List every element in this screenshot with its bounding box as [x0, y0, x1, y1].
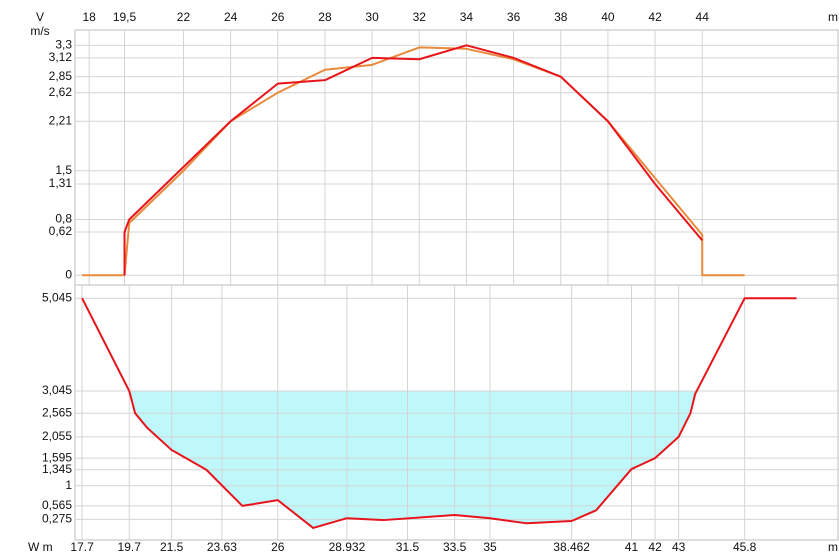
x-tick-label: 43 — [672, 540, 686, 554]
y-tick-label: 5,045 — [42, 290, 72, 304]
y-tick-label: 3,12 — [49, 50, 73, 64]
y-tick-label: 0,8 — [55, 212, 72, 226]
x-label: W m — [28, 540, 53, 554]
x-tick-label: 38.462 — [553, 540, 590, 554]
y-tick-label: 1,595 — [42, 450, 72, 464]
y-tick-label: 3,3 — [55, 37, 72, 51]
y-tick-label: 0,565 — [42, 498, 72, 512]
x-tick-label: 19.7 — [118, 540, 142, 554]
panel-frame — [74, 284, 839, 541]
x-tick-label: 42 — [648, 540, 662, 554]
x-tick-label: 44 — [696, 10, 710, 24]
x-tick-label: 19,5 — [113, 10, 137, 24]
y-tick-label: 1 — [65, 478, 72, 492]
y-tick-label: 2,85 — [49, 69, 73, 83]
x-tick-label: 18 — [82, 10, 96, 24]
x-tick-label: 28.932 — [329, 540, 366, 554]
x-tick-label: 17.7 — [70, 540, 94, 554]
x-tick-label: 41 — [625, 540, 639, 554]
x-unit: m — [828, 10, 838, 24]
y-tick-label: 3,045 — [42, 383, 72, 397]
x-tick-label: 35 — [483, 540, 497, 554]
y-tick-label: 2,055 — [42, 429, 72, 443]
y-tick-label: 1,5 — [55, 163, 72, 177]
y-tick-label: 0,62 — [49, 224, 73, 238]
x-tick-label: 32 — [413, 10, 427, 24]
series-line — [82, 46, 745, 277]
x-tick-label: 33.5 — [443, 540, 467, 554]
x-tick-label: 45.8 — [733, 540, 757, 554]
x-tick-label: 38 — [554, 10, 568, 24]
x-tick-label: 40 — [601, 10, 615, 24]
y-unit: m/s — [30, 24, 49, 38]
x-tick-label: 36 — [507, 10, 521, 24]
x-tick-label: 34 — [460, 10, 474, 24]
x-tick-label: 21.5 — [160, 540, 184, 554]
y-tick-label: 0 — [65, 267, 72, 281]
x-tick-label: 24 — [224, 10, 238, 24]
y-tick-label: 1,345 — [42, 462, 72, 476]
x-unit: m — [828, 540, 838, 554]
x-tick-label: 30 — [365, 10, 379, 24]
y-tick-label: 0,275 — [42, 512, 72, 526]
y-tick-label: 2,62 — [49, 85, 73, 99]
x-tick-label: 28 — [318, 10, 332, 24]
y-tick-label: 2,565 — [42, 405, 72, 419]
series-line — [123, 44, 704, 276]
x-tick-label: 26 — [271, 540, 285, 554]
y-tick-label: 2,21 — [49, 113, 73, 127]
x-tick-label: 31.5 — [396, 540, 420, 554]
y-tick-label: 1,31 — [49, 176, 73, 190]
x-tick-label: 23.63 — [207, 540, 237, 554]
series-line — [81, 297, 797, 529]
x-tick-label: 26 — [271, 10, 285, 24]
x-tick-label: 42 — [648, 10, 662, 24]
x-tick-label: 22 — [177, 10, 191, 24]
y-label: V — [36, 10, 44, 24]
